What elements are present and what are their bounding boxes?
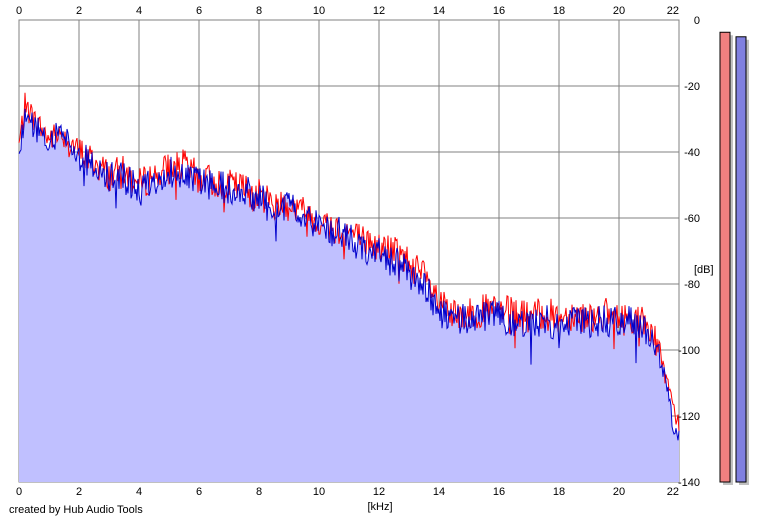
x-tick-label-top: 8 <box>256 5 262 17</box>
x-axis-label: [kHz] <box>367 501 392 513</box>
series-red-line <box>18 92 680 432</box>
x-tick-label-top: 0 <box>16 5 22 17</box>
y-tick-label: -20 <box>684 81 700 93</box>
credit-text: created by Hub Audio Tools <box>9 504 143 516</box>
y-tick-label: -140 <box>678 477 700 489</box>
y-tick-labels: 0 -20 -40 -60 -80 -100 -120 -140 <box>678 15 700 489</box>
x-tick-label-bottom: 22 <box>667 486 679 498</box>
x-tick-label-top: 14 <box>433 5 445 17</box>
x-tick-label-bottom: 16 <box>493 486 505 498</box>
series-lines <box>18 92 680 441</box>
x-tick-label-top: 22 <box>667 5 679 17</box>
y-tick-label: -60 <box>684 213 700 225</box>
x-tick-label-bottom: 18 <box>553 486 565 498</box>
x-tick-label-top: 12 <box>373 5 385 17</box>
y-tick-label: 0 <box>694 15 700 27</box>
y-tick-label: -100 <box>678 345 700 357</box>
x-tick-label-bottom: 12 <box>373 486 385 498</box>
x-tick-label-bottom: 14 <box>433 486 445 498</box>
x-tick-label-top: 4 <box>136 5 142 17</box>
x-tick-labels-top: 0 2 4 6 8 10 12 14 16 18 20 22 <box>16 5 679 17</box>
x-tick-label-top: 18 <box>553 5 565 17</box>
x-tick-label-bottom: 10 <box>313 486 325 498</box>
x-tick-label-top: 10 <box>313 5 325 17</box>
x-tick-label-top: 2 <box>76 5 82 17</box>
level-meter-bar <box>719 31 731 483</box>
y-tick-label: -40 <box>684 147 700 159</box>
level-meters <box>719 31 749 485</box>
spectrum-fill-area <box>19 108 679 483</box>
y-tick-label: -80 <box>684 279 700 291</box>
y-tick-label: -120 <box>678 411 700 423</box>
x-tick-label-bottom: 2 <box>76 486 82 498</box>
x-tick-label-top: 6 <box>196 5 202 17</box>
spectrum-fill <box>19 108 679 483</box>
x-tick-label-bottom: 0 <box>16 486 22 498</box>
x-tick-label-top: 20 <box>613 5 625 17</box>
x-tick-label-bottom: 20 <box>613 486 625 498</box>
x-tick-label-top: 16 <box>493 5 505 17</box>
x-tick-label-bottom: 8 <box>256 486 262 498</box>
series-blue-line <box>18 108 680 441</box>
y-axis-label: [dB] <box>694 264 714 276</box>
x-tick-label-bottom: 6 <box>196 486 202 498</box>
x-tick-labels-bottom: 0 2 4 6 8 10 12 14 16 18 20 22 <box>16 486 679 498</box>
x-tick-label-bottom: 4 <box>136 486 142 498</box>
level-meter-bar <box>735 36 747 483</box>
